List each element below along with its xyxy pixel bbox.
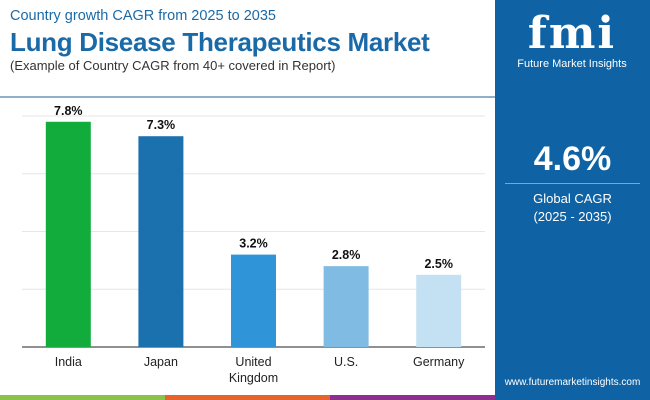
stripe-orange xyxy=(165,395,330,400)
data-label: 7.8% xyxy=(54,104,83,118)
global-cagr-period: (2025 - 2035) xyxy=(533,209,612,224)
bar-united-kingdom xyxy=(231,254,276,347)
data-label: 2.5% xyxy=(424,257,453,271)
side-panel: fmi Future Market Insights 4.6% Global C… xyxy=(495,0,650,400)
bar-japan xyxy=(138,136,184,347)
data-label: 7.3% xyxy=(147,118,176,132)
stripe-purple xyxy=(330,395,495,400)
brand-name: Future Market Insights xyxy=(517,58,627,70)
x-tick-label: United Kingdom xyxy=(229,355,278,385)
page-title: Lung Disease Therapeutics Market xyxy=(10,27,430,57)
x-tick-label: Japan xyxy=(144,355,178,369)
stripe-green xyxy=(0,395,165,400)
global-cagr-value: 4.6% xyxy=(533,140,612,178)
subtitle: Country growth CAGR from 2025 to 2035 xyxy=(10,8,276,24)
data-label: 3.2% xyxy=(239,237,268,251)
logo-mark: fmi xyxy=(527,8,617,59)
x-tick-label: Germany xyxy=(413,355,465,369)
bar-india xyxy=(45,121,91,348)
bar-u-s- xyxy=(323,266,369,347)
bar-germany xyxy=(416,274,462,347)
divider xyxy=(0,96,495,98)
fmi-logo: fmi Future Market Insights xyxy=(517,8,627,71)
divider xyxy=(505,183,640,184)
global-cagr-label: Global CAGR xyxy=(533,191,612,206)
website-link[interactable]: www.futuremarketinsights.com xyxy=(504,377,641,388)
x-tick-label: U.S. xyxy=(334,355,358,369)
bar-chart: 7.8% India 7.3% Japan 3.2% United Kingdom 2.8% U… xyxy=(22,104,485,385)
note: (Example of Country CAGR from 40+ covere… xyxy=(10,58,336,73)
x-tick-label: India xyxy=(55,355,82,369)
data-label: 2.8% xyxy=(332,248,361,262)
